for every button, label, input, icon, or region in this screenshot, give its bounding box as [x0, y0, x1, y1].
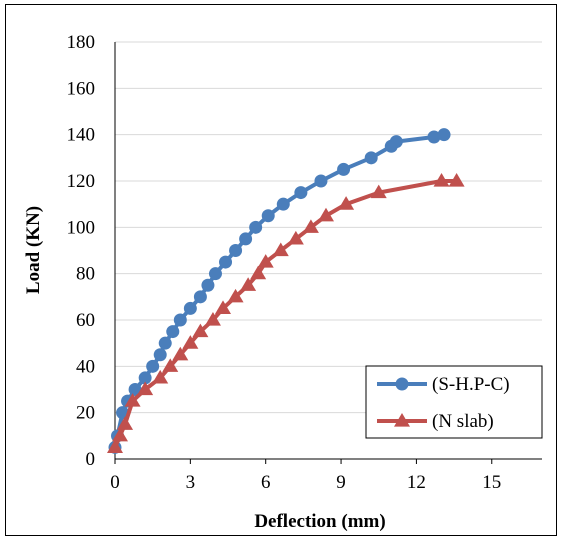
- data-point: [193, 290, 207, 304]
- legend-item: (N slab): [377, 411, 494, 432]
- data-point: [146, 359, 160, 373]
- data-point: [294, 186, 308, 200]
- data-point: [337, 162, 351, 176]
- data-point: [227, 288, 244, 303]
- data-point: [219, 255, 233, 269]
- data-point: [433, 173, 450, 187]
- data-point: [182, 335, 199, 349]
- y-tick-labels: 0 20 40 60 80 100 120 140 160 180: [67, 32, 96, 470]
- data-point: [276, 197, 290, 211]
- data-point: [272, 242, 289, 257]
- data-point: [249, 220, 263, 234]
- axes: [114, 42, 542, 464]
- data-point: [250, 265, 267, 280]
- y-tick-label: 60: [76, 310, 95, 331]
- series-circle: [108, 128, 451, 454]
- data-point: [192, 323, 209, 338]
- y-tick-label: 100: [67, 217, 96, 238]
- data-point: [302, 219, 319, 233]
- data-point: [166, 325, 180, 339]
- legend: (S-H.P-C) (N slab): [365, 365, 543, 439]
- data-point: [338, 196, 355, 210]
- data-point: [364, 151, 378, 165]
- y-axis-title: Load (KN): [23, 206, 44, 294]
- data-point: [239, 232, 253, 246]
- legend-marker: [395, 377, 409, 391]
- y-tick-label: 80: [76, 264, 95, 285]
- data-point: [261, 209, 275, 223]
- legend-item: (S-H.P-C): [377, 374, 510, 395]
- data-point: [117, 416, 134, 430]
- y-tick-label: 140: [67, 125, 96, 146]
- data-point: [162, 358, 179, 372]
- y-tick-label: 120: [67, 171, 96, 192]
- data-point: [201, 278, 215, 292]
- data-point: [427, 130, 441, 144]
- data-point: [128, 383, 142, 396]
- data-point: [215, 300, 232, 315]
- x-tick-label: 3: [186, 472, 196, 493]
- data-point: [448, 173, 465, 187]
- y-tick-label: 0: [86, 449, 96, 470]
- legend-label: (N slab): [432, 411, 494, 432]
- data-point: [240, 277, 257, 291]
- data-point: [183, 301, 197, 315]
- x-tick-label: 6: [261, 472, 271, 493]
- data-point: [107, 439, 123, 454]
- series: [107, 128, 465, 454]
- x-tick-label: 15: [482, 472, 501, 493]
- legend-label: (S-H.P-C): [432, 374, 510, 395]
- data-point: [370, 184, 387, 199]
- data-point: [204, 312, 221, 326]
- legend-marker: [394, 413, 410, 427]
- x-tick-label: 12: [407, 472, 426, 493]
- data-point: [317, 207, 334, 222]
- data-point: [124, 393, 141, 407]
- data-point: [152, 369, 169, 384]
- data-point: [314, 174, 328, 188]
- y-tick-label: 20: [76, 403, 95, 424]
- data-point: [173, 313, 187, 327]
- data-point: [287, 230, 304, 245]
- data-point: [158, 336, 172, 350]
- x-axis-title: Deflection (mm): [254, 511, 385, 532]
- data-point: [257, 254, 274, 268]
- y-tick-label: 40: [76, 356, 95, 377]
- data-point: [137, 381, 154, 396]
- data-point: [153, 348, 167, 362]
- data-point: [229, 244, 243, 257]
- series-triangle: [107, 173, 465, 454]
- data-point: [172, 346, 189, 361]
- x-tick-label: 9: [336, 472, 346, 493]
- y-tick-label: 160: [67, 78, 96, 99]
- y-tick-label: 180: [67, 32, 96, 53]
- data-point: [138, 371, 152, 385]
- data-point: [389, 135, 403, 149]
- x-tick-labels: 0 3 6 9 12 15: [110, 472, 501, 493]
- data-point: [437, 128, 451, 142]
- data-point: [112, 427, 129, 442]
- x-tick-label: 0: [110, 472, 120, 493]
- data-point: [208, 267, 222, 281]
- chart-frame: [5, 4, 557, 536]
